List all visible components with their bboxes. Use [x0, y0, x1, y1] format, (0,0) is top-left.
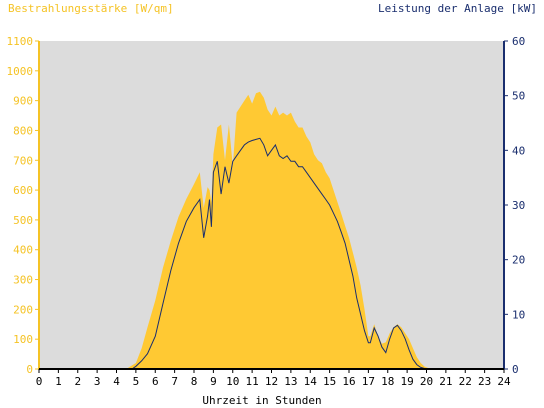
x-tick-label: 0	[36, 375, 43, 388]
x-tick-label: 23	[478, 375, 491, 388]
x-tick-label: 8	[191, 375, 198, 388]
x-tick-label: 16	[342, 375, 355, 388]
x-tick-label: 10	[226, 375, 239, 388]
x-tick-label: 15	[323, 375, 336, 388]
x-tick-label: 7	[171, 375, 178, 388]
irradiance-area	[39, 91, 504, 369]
left-tick-label: 600	[13, 184, 33, 197]
x-tick-label: 9	[210, 375, 217, 388]
x-axis-title: Uhrzeit in Stunden	[202, 394, 321, 407]
x-tick-label: 21	[439, 375, 452, 388]
left-tick-label: 300	[13, 274, 33, 287]
left-tick-label: 200	[13, 303, 33, 316]
x-tick-label: 13	[284, 375, 297, 388]
right-tick-label: 50	[512, 90, 525, 103]
right-tick-label: 20	[512, 254, 525, 267]
power-line-layer	[39, 137, 504, 370]
power-line	[39, 137, 504, 370]
right-tick-label: 60	[512, 35, 525, 48]
x-tick-label: 22	[459, 375, 472, 388]
left-tick-label: 500	[13, 214, 33, 227]
right-tick-label: 40	[512, 144, 525, 157]
right-axis-title: Leistung der Anlage [kW]	[378, 2, 537, 15]
right-tick-label: 0	[512, 363, 519, 376]
left-tick-label: 700	[13, 154, 33, 167]
x-tick-label: 14	[304, 375, 318, 388]
x-tick-label: 5	[133, 375, 140, 388]
x-tick-label: 1	[55, 375, 62, 388]
left-tick-label: 100	[13, 333, 33, 346]
x-tick-label: 20	[420, 375, 433, 388]
x-tick-label: 18	[381, 375, 394, 388]
right-tick-label: 10	[512, 308, 525, 321]
x-tick-label: 24	[497, 375, 511, 388]
x-tick-label: 4	[113, 375, 120, 388]
x-tick-label: 6	[152, 375, 159, 388]
left-tick-label: 0	[26, 363, 33, 376]
axes-layer: 0100200300400500600700800900100011000102…	[7, 35, 526, 388]
x-tick-label: 17	[362, 375, 375, 388]
x-tick-label: 19	[401, 375, 414, 388]
x-tick-label: 3	[94, 375, 101, 388]
irradiance-area-layer	[39, 91, 504, 369]
x-tick-label: 2	[74, 375, 81, 388]
x-tick-label: 12	[265, 375, 278, 388]
left-axis-title: Bestrahlungsstärke [W/qm]	[8, 2, 174, 15]
left-tick-label: 900	[13, 95, 33, 108]
left-tick-label: 1100	[7, 35, 34, 48]
left-tick-label: 1000	[7, 65, 34, 78]
left-tick-label: 400	[13, 244, 33, 257]
x-tick-label: 11	[246, 375, 259, 388]
left-tick-label: 800	[13, 124, 33, 137]
right-tick-label: 30	[512, 199, 525, 212]
